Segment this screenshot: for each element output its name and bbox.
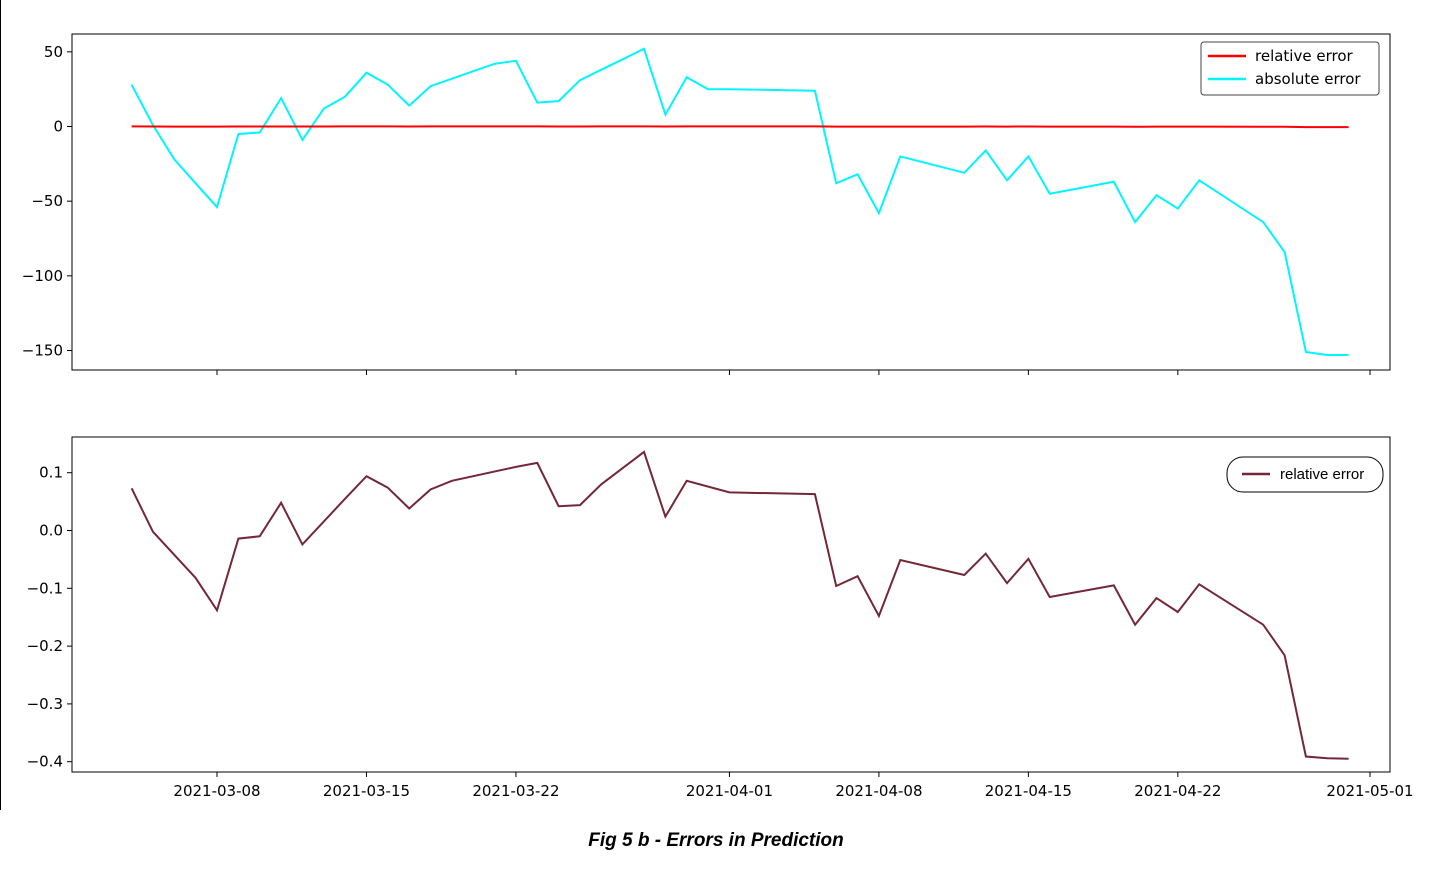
x-tick-label: 2021-03-22: [472, 782, 559, 800]
x-tick-label: 2021-03-08: [173, 782, 260, 800]
y-tick-label: 0: [53, 118, 63, 136]
figure-caption: Fig 5 b - Errors in Prediction: [588, 830, 844, 851]
x-tick-label: 2021-03-15: [323, 782, 410, 800]
y-tick-label: −50: [31, 192, 63, 210]
plot-frame: [71, 33, 1391, 371]
y-tick-label: −100: [22, 267, 63, 285]
plot-frame: [71, 436, 1391, 773]
legend: relative error: [1226, 456, 1384, 493]
y-tick-label: 50: [44, 43, 63, 61]
legend-label: relative error: [1280, 466, 1364, 483]
y-tick-label: 0.0: [39, 522, 63, 540]
top-axes: 50 0 −50 −100 −150 relative error absolute err…: [22, 33, 1391, 375]
bottom-axes: 0.1 0.0 −0.1 −0.2 −0.3 −0.4 2021-03-08 2021-03-…: [27, 436, 1414, 800]
y-tick-label: −0.2: [27, 637, 63, 655]
y-tick-label: −0.3: [27, 695, 63, 713]
x-tick-label: 2021-05-01: [1326, 782, 1413, 800]
y-tick-label: −0.1: [27, 579, 63, 597]
x-tick-label: 2021-04-22: [1134, 782, 1221, 800]
series-line-relative-error: [130, 450, 1349, 760]
y-tick-label: −0.4: [27, 753, 63, 771]
figure: 50 0 −50 −100 −150 relative error absolute err…: [22, 33, 1414, 800]
x-tick-label: 2021-04-08: [835, 782, 922, 800]
x-tick-label: 2021-04-15: [985, 782, 1072, 800]
legend-label: relative error: [1255, 47, 1353, 65]
y-tick-label: 0.1: [39, 464, 63, 482]
x-tick-label: 2021-04-01: [686, 782, 773, 800]
series-line-relative-error: [131, 125, 1349, 129]
legend-label: absolute error: [1255, 70, 1361, 88]
series-line-absolute-error: [130, 47, 1349, 356]
y-tick-label: −150: [22, 342, 63, 360]
legend-box: [1226, 456, 1384, 493]
page-edge-line: [0, 0, 1, 810]
legend: relative error absolute error: [1200, 41, 1380, 96]
